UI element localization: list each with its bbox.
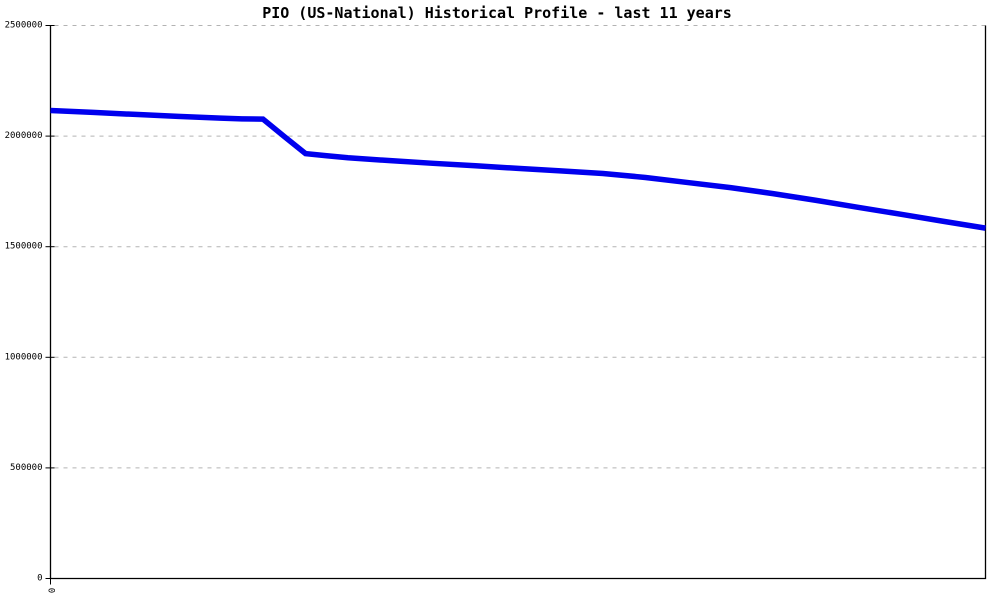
y-tick-label: 1500000 — [5, 242, 43, 252]
plot-border — [49, 25, 987, 580]
series-line — [50, 107, 986, 231]
y-tick-label: 1000000 — [5, 352, 43, 362]
y-tick-label: 500000 — [10, 463, 43, 473]
y-tick-label: 2500000 — [5, 21, 43, 31]
x-tick-label: 0 — [46, 588, 56, 593]
y-tick-label: 2000000 — [5, 131, 43, 141]
chart-title: PIO (US-National) Historical Profile - l… — [262, 4, 732, 22]
y-tick-label: 0 — [37, 574, 42, 584]
